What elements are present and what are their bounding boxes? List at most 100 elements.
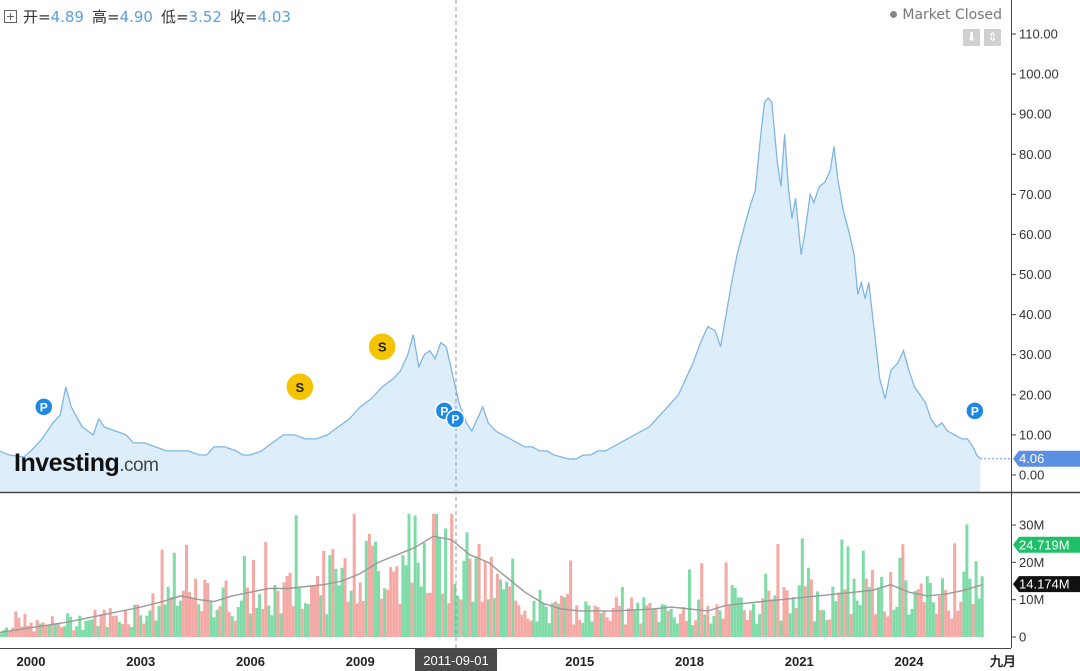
event-marker-label: S — [378, 340, 387, 355]
volume-bar — [358, 582, 362, 637]
x-tick-label: 2006 — [236, 654, 265, 669]
price-tick-label: 0.00 — [1019, 468, 1044, 483]
volume-bar — [745, 620, 749, 637]
volume-bar — [355, 603, 359, 637]
volume-bar — [246, 587, 249, 637]
volume-bar — [38, 623, 42, 637]
volume-bar — [831, 586, 835, 637]
volume-bar — [566, 594, 570, 637]
volume-bar — [87, 620, 91, 637]
volume-bar — [20, 626, 24, 637]
volume-bar — [508, 586, 512, 637]
volume-bar — [218, 606, 222, 637]
volume-bar — [166, 586, 170, 637]
x-tick-label: 九月 — [989, 654, 1016, 669]
volume-bar — [392, 571, 396, 637]
volume-bar — [877, 587, 880, 637]
volume-bar — [151, 593, 155, 637]
volume-bar — [32, 631, 36, 637]
volume-bar — [242, 556, 246, 637]
volume-bar — [755, 623, 759, 637]
volume-bar — [398, 603, 402, 637]
volume-bar — [886, 616, 890, 637]
price-tick-label: 80.00 — [1019, 147, 1052, 162]
volume-bar — [239, 600, 243, 637]
volume-bar — [386, 589, 390, 637]
volume-bar — [770, 599, 774, 637]
volume-bar — [742, 610, 746, 637]
open-label: 开= — [23, 8, 51, 26]
volume-bar — [556, 603, 560, 637]
volume-bar — [288, 573, 292, 637]
volume-bar — [560, 595, 563, 637]
volume-bar — [819, 609, 823, 637]
volume-bar — [2, 630, 6, 637]
event-marker-label: P — [971, 404, 979, 418]
x-tick-label: 2024 — [895, 654, 925, 669]
volume-bar — [331, 549, 335, 637]
volume-bar — [834, 601, 838, 637]
volume-bar — [215, 609, 219, 637]
volume-bar — [224, 580, 228, 637]
volume-bar — [633, 610, 637, 637]
volume-bar — [60, 627, 63, 637]
volume-bar — [706, 606, 710, 637]
volume-bar — [736, 597, 740, 637]
volume-bar — [907, 614, 911, 637]
volume-bar — [69, 616, 73, 637]
volume-bar — [858, 605, 862, 637]
volume-bar — [669, 608, 673, 637]
volume-bar — [697, 599, 701, 637]
volume-bar — [450, 513, 454, 637]
volume-bar — [617, 605, 621, 637]
volume-bar — [380, 598, 384, 637]
volume-bar — [672, 617, 676, 637]
open-value: 4.89 — [50, 8, 84, 26]
volume-bar — [535, 621, 539, 637]
volume-bar — [630, 597, 634, 637]
volume-bar — [471, 601, 475, 637]
volume-bar — [938, 596, 941, 637]
volume-bar — [75, 626, 79, 637]
status-dot-icon — [890, 11, 898, 18]
market-status-text: Market Closed — [902, 7, 1002, 23]
volume-bar — [703, 614, 707, 637]
download-button[interactable]: ⬇ — [963, 29, 980, 46]
volume-ma-badge: 14.174M — [1019, 577, 1070, 592]
volume-bar — [651, 608, 655, 637]
volume-bar — [541, 602, 545, 637]
volume-bar — [925, 576, 929, 637]
volume-bar — [175, 605, 179, 637]
volume-bar — [276, 590, 280, 637]
volume-bar — [563, 597, 566, 637]
volume-bar — [642, 597, 646, 637]
volume-bar — [645, 605, 649, 637]
volume-bar — [980, 576, 984, 637]
volume-bar — [730, 585, 734, 637]
volume-bar — [124, 610, 127, 637]
event-marker-label: P — [440, 404, 448, 418]
volume-bar — [675, 623, 679, 637]
volume-bar — [441, 593, 445, 637]
volume-bar — [261, 609, 265, 637]
volume-bar — [828, 619, 832, 637]
volume-bar — [794, 607, 798, 637]
event-marker — [367, 331, 397, 362]
volume-bar — [340, 567, 344, 637]
volume-badge-bg — [1013, 536, 1080, 553]
volume-bar — [816, 591, 819, 637]
volume-bar — [108, 608, 112, 637]
expand-button[interactable]: ⇕ — [984, 29, 1001, 46]
volume-bar — [306, 604, 310, 637]
volume-bar — [328, 555, 332, 637]
volume-bar — [624, 624, 627, 637]
volume-bar — [194, 578, 198, 637]
volume-bar — [569, 560, 573, 637]
volume-bar — [593, 605, 597, 637]
volume-bar — [919, 583, 923, 637]
volume-bar — [758, 614, 762, 637]
expand-toggle-icon[interactable] — [4, 10, 17, 23]
volume-bar — [401, 555, 405, 637]
volume-bar — [587, 605, 591, 637]
